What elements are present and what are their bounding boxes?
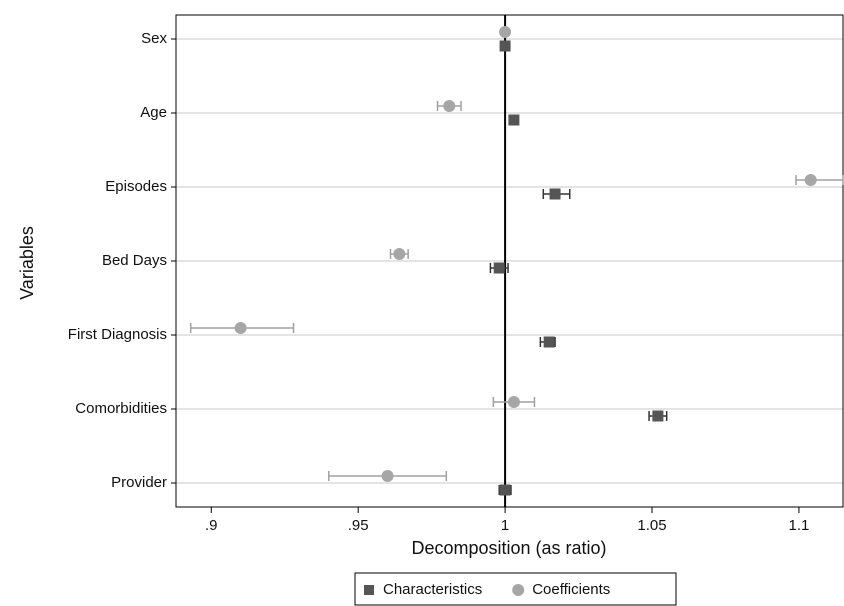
point (804, 174, 817, 186)
point (234, 322, 247, 334)
y-tick-label: Episodes (105, 178, 167, 195)
point (499, 40, 511, 52)
x-tick-label: .95 (348, 517, 369, 534)
x-tick-label: 1 (501, 517, 509, 534)
y-tick-label: Provider (111, 474, 167, 491)
point (652, 410, 664, 422)
error-bar (795, 175, 844, 185)
point (507, 396, 520, 408)
y-tick-label: First Diagnosis (68, 326, 167, 343)
x-tick-label: 1.1 (788, 517, 809, 534)
point (381, 470, 394, 482)
x-tick-label: .9 (205, 517, 218, 534)
y-axis-label: Variables (17, 226, 37, 300)
legend-label: Coefficients (532, 581, 610, 598)
point (443, 100, 456, 112)
point (393, 248, 406, 260)
point (499, 26, 512, 38)
legend-marker (364, 585, 374, 595)
point (499, 484, 511, 496)
x-axis-label: Decomposition (as ratio) (411, 538, 606, 558)
y-tick-label: Sex (141, 30, 167, 47)
x-tick-label: 1.05 (637, 517, 666, 534)
y-tick-label: Bed Days (102, 252, 167, 269)
point (493, 262, 505, 274)
y-tick-label: Comorbidities (75, 400, 167, 417)
plot-frame (175, 14, 844, 508)
point (508, 114, 520, 126)
legend-marker (512, 584, 525, 596)
point (549, 188, 561, 200)
y-tick-label: Age (140, 104, 167, 121)
point (543, 336, 555, 348)
legend-label: Characteristics (383, 581, 482, 598)
